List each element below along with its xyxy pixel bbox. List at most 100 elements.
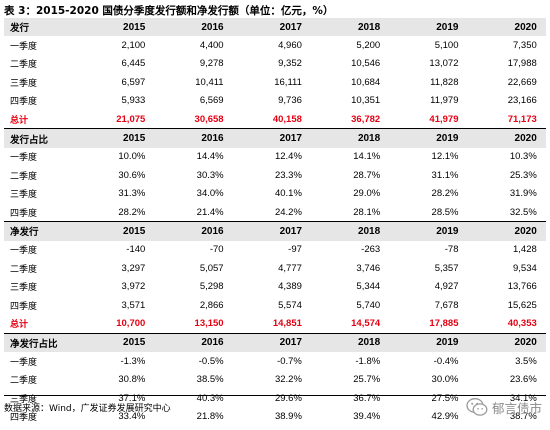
row-label: 二季度 bbox=[10, 171, 38, 182]
table-cell: 2,100 bbox=[121, 40, 146, 52]
table-cell: 6,445 bbox=[121, 58, 146, 70]
table-cell: 38.9% bbox=[274, 410, 302, 422]
row-label: 三季度 bbox=[10, 190, 38, 201]
table-cell: 29.6% bbox=[274, 392, 302, 404]
table-cell: 17,885 bbox=[429, 317, 459, 329]
table-cell: -140 bbox=[126, 244, 146, 256]
table-cell: 16,111 bbox=[274, 76, 302, 88]
table-cell: 2,866 bbox=[199, 299, 224, 311]
table-cell: 4,400 bbox=[199, 40, 224, 52]
table-cell: 30.0% bbox=[431, 374, 459, 386]
section-header-row: 发行 2015 2016 2017 2018 2019 2020 bbox=[4, 18, 546, 37]
table-cell: 33.4% bbox=[118, 410, 146, 422]
table-cell: 6,569 bbox=[199, 95, 224, 107]
row-label: 总计 bbox=[10, 319, 29, 330]
table-cell: 22,669 bbox=[507, 76, 537, 88]
table-bottom-rule bbox=[4, 395, 546, 396]
table-cell: 4,927 bbox=[434, 281, 459, 293]
table-cell: 5,344 bbox=[356, 281, 381, 293]
table-cell: 5,357 bbox=[434, 262, 459, 274]
table-cell: 5,933 bbox=[121, 95, 146, 107]
table-cell: 5,057 bbox=[199, 262, 224, 274]
table-cell: 9,278 bbox=[199, 58, 224, 70]
table-cell: 14,851 bbox=[272, 317, 302, 329]
table-cell: 2019 bbox=[436, 225, 459, 237]
table-row: 四季度 3,571 2,866 5,574 5,740 7,678 15,625 bbox=[4, 296, 546, 314]
table-cell: 4,960 bbox=[278, 40, 302, 52]
row-label: 发行 bbox=[10, 23, 30, 35]
table-cell: 10,700 bbox=[116, 317, 146, 329]
table-cell: 2020 bbox=[514, 21, 537, 33]
table-cell: 28.2% bbox=[431, 188, 459, 200]
issuance-table: 发行 2015 2016 2017 2018 2019 2020 一季度 2,100 4,400 4… bbox=[4, 18, 546, 426]
table-cell: 2016 bbox=[201, 337, 224, 349]
table-cell: 40,158 bbox=[272, 113, 302, 125]
table-cell: 28.1% bbox=[353, 206, 381, 218]
table-cell: 36.7% bbox=[353, 392, 381, 404]
table-cell: 5,298 bbox=[199, 281, 224, 293]
row-label: 一季度 bbox=[10, 357, 38, 368]
table-cell: 7,350 bbox=[513, 40, 537, 52]
table-cell: 2015 bbox=[123, 225, 146, 237]
table-cell: 3,297 bbox=[121, 262, 146, 274]
table-cell: 17,988 bbox=[507, 58, 537, 70]
table-cell: 3,972 bbox=[121, 281, 146, 293]
table-cell: 28.5% bbox=[431, 206, 459, 218]
row-label: 一季度 bbox=[10, 42, 38, 53]
table-cell: 40.1% bbox=[274, 188, 302, 200]
table-row: 一季度 2,100 4,400 4,960 5,200 5,100 7,350 bbox=[4, 36, 546, 54]
table-cell: 31.3% bbox=[118, 188, 146, 200]
table-cell: 39.4% bbox=[353, 410, 381, 422]
table-cell: 2018 bbox=[357, 225, 381, 237]
table-row: 二季度 6,445 9,278 9,352 10,546 13,072 17,988 bbox=[4, 55, 546, 73]
table-cell: 12.1% bbox=[431, 151, 459, 163]
data-source-note: 数据来源：Wind，广发证券发展研究中心 bbox=[4, 404, 171, 414]
table-row: 一季度 -140 -70 -97 -263 -78 1,428 bbox=[4, 241, 546, 259]
table-cell: -263 bbox=[361, 244, 381, 256]
table-cell: 28.7% bbox=[353, 169, 381, 181]
table-cell: 27.5% bbox=[431, 392, 459, 404]
table-cell: 2017 bbox=[279, 337, 302, 349]
table-row: 三季度 3,972 5,298 4,389 5,344 4,927 13,766 bbox=[4, 277, 546, 295]
table-cell: 31.1% bbox=[431, 169, 459, 181]
table-cell: 7,678 bbox=[434, 299, 459, 311]
table-cell: 28.2% bbox=[118, 206, 146, 218]
table-cell: 2020 bbox=[514, 133, 537, 145]
table-row: 三季度 31.3% 34.0% 40.1% 29.0% 28.2% 31.9% bbox=[4, 185, 546, 203]
row-label: 二季度 bbox=[10, 60, 38, 71]
table-cell: 2018 bbox=[357, 337, 381, 349]
table-cell: 14.1% bbox=[353, 151, 381, 163]
table-cell: 10,411 bbox=[195, 76, 224, 88]
table-cell: 2018 bbox=[357, 133, 381, 145]
table-cell: 10.3% bbox=[509, 151, 537, 163]
table-cell: -0.4% bbox=[433, 355, 459, 367]
table-cell: 10,546 bbox=[351, 58, 381, 70]
table-cell: 2016 bbox=[201, 225, 224, 237]
table-cell: 2016 bbox=[201, 21, 224, 33]
table-cell: 14.4% bbox=[196, 151, 224, 163]
table-cell: 4,777 bbox=[278, 262, 302, 274]
table-cell: 15,625 bbox=[507, 299, 537, 311]
table-cell: 10.0% bbox=[118, 151, 146, 163]
table-cell: 10,351 bbox=[351, 95, 381, 107]
table-cell: 10,684 bbox=[351, 76, 381, 88]
table-cell: 21,075 bbox=[116, 113, 146, 125]
table-cell: 30.3% bbox=[196, 169, 224, 181]
table-cell: 30.8% bbox=[118, 374, 146, 386]
row-label: 四季度 bbox=[10, 208, 38, 219]
wechat-logo-icon bbox=[466, 398, 488, 416]
table-cell: 23.3% bbox=[274, 169, 302, 181]
table-row: 一季度 10.0% 14.4% 12.4% 14.1% 12.1% 10.3% bbox=[4, 148, 546, 166]
row-label: 总计 bbox=[10, 115, 29, 126]
table-cell: 2019 bbox=[436, 337, 459, 349]
table-cell: 2016 bbox=[201, 133, 224, 145]
section-header-row: 净发行占比 2015 2016 2017 2018 2019 2020 bbox=[4, 332, 546, 353]
table-cell: 13,150 bbox=[194, 317, 224, 329]
table-row: 三季度 37.1% 40.3% 29.6% 36.7% 27.5% 34.1% bbox=[4, 389, 546, 407]
table-cell: 2017 bbox=[279, 133, 302, 145]
row-label: 四季度 bbox=[10, 301, 38, 312]
table-row: 二季度 30.6% 30.3% 23.3% 28.7% 31.1% 25.3% bbox=[4, 166, 546, 184]
row-label: 三季度 bbox=[10, 78, 38, 89]
table-cell: 2017 bbox=[279, 225, 302, 237]
table-cell: 32.2% bbox=[274, 374, 302, 386]
